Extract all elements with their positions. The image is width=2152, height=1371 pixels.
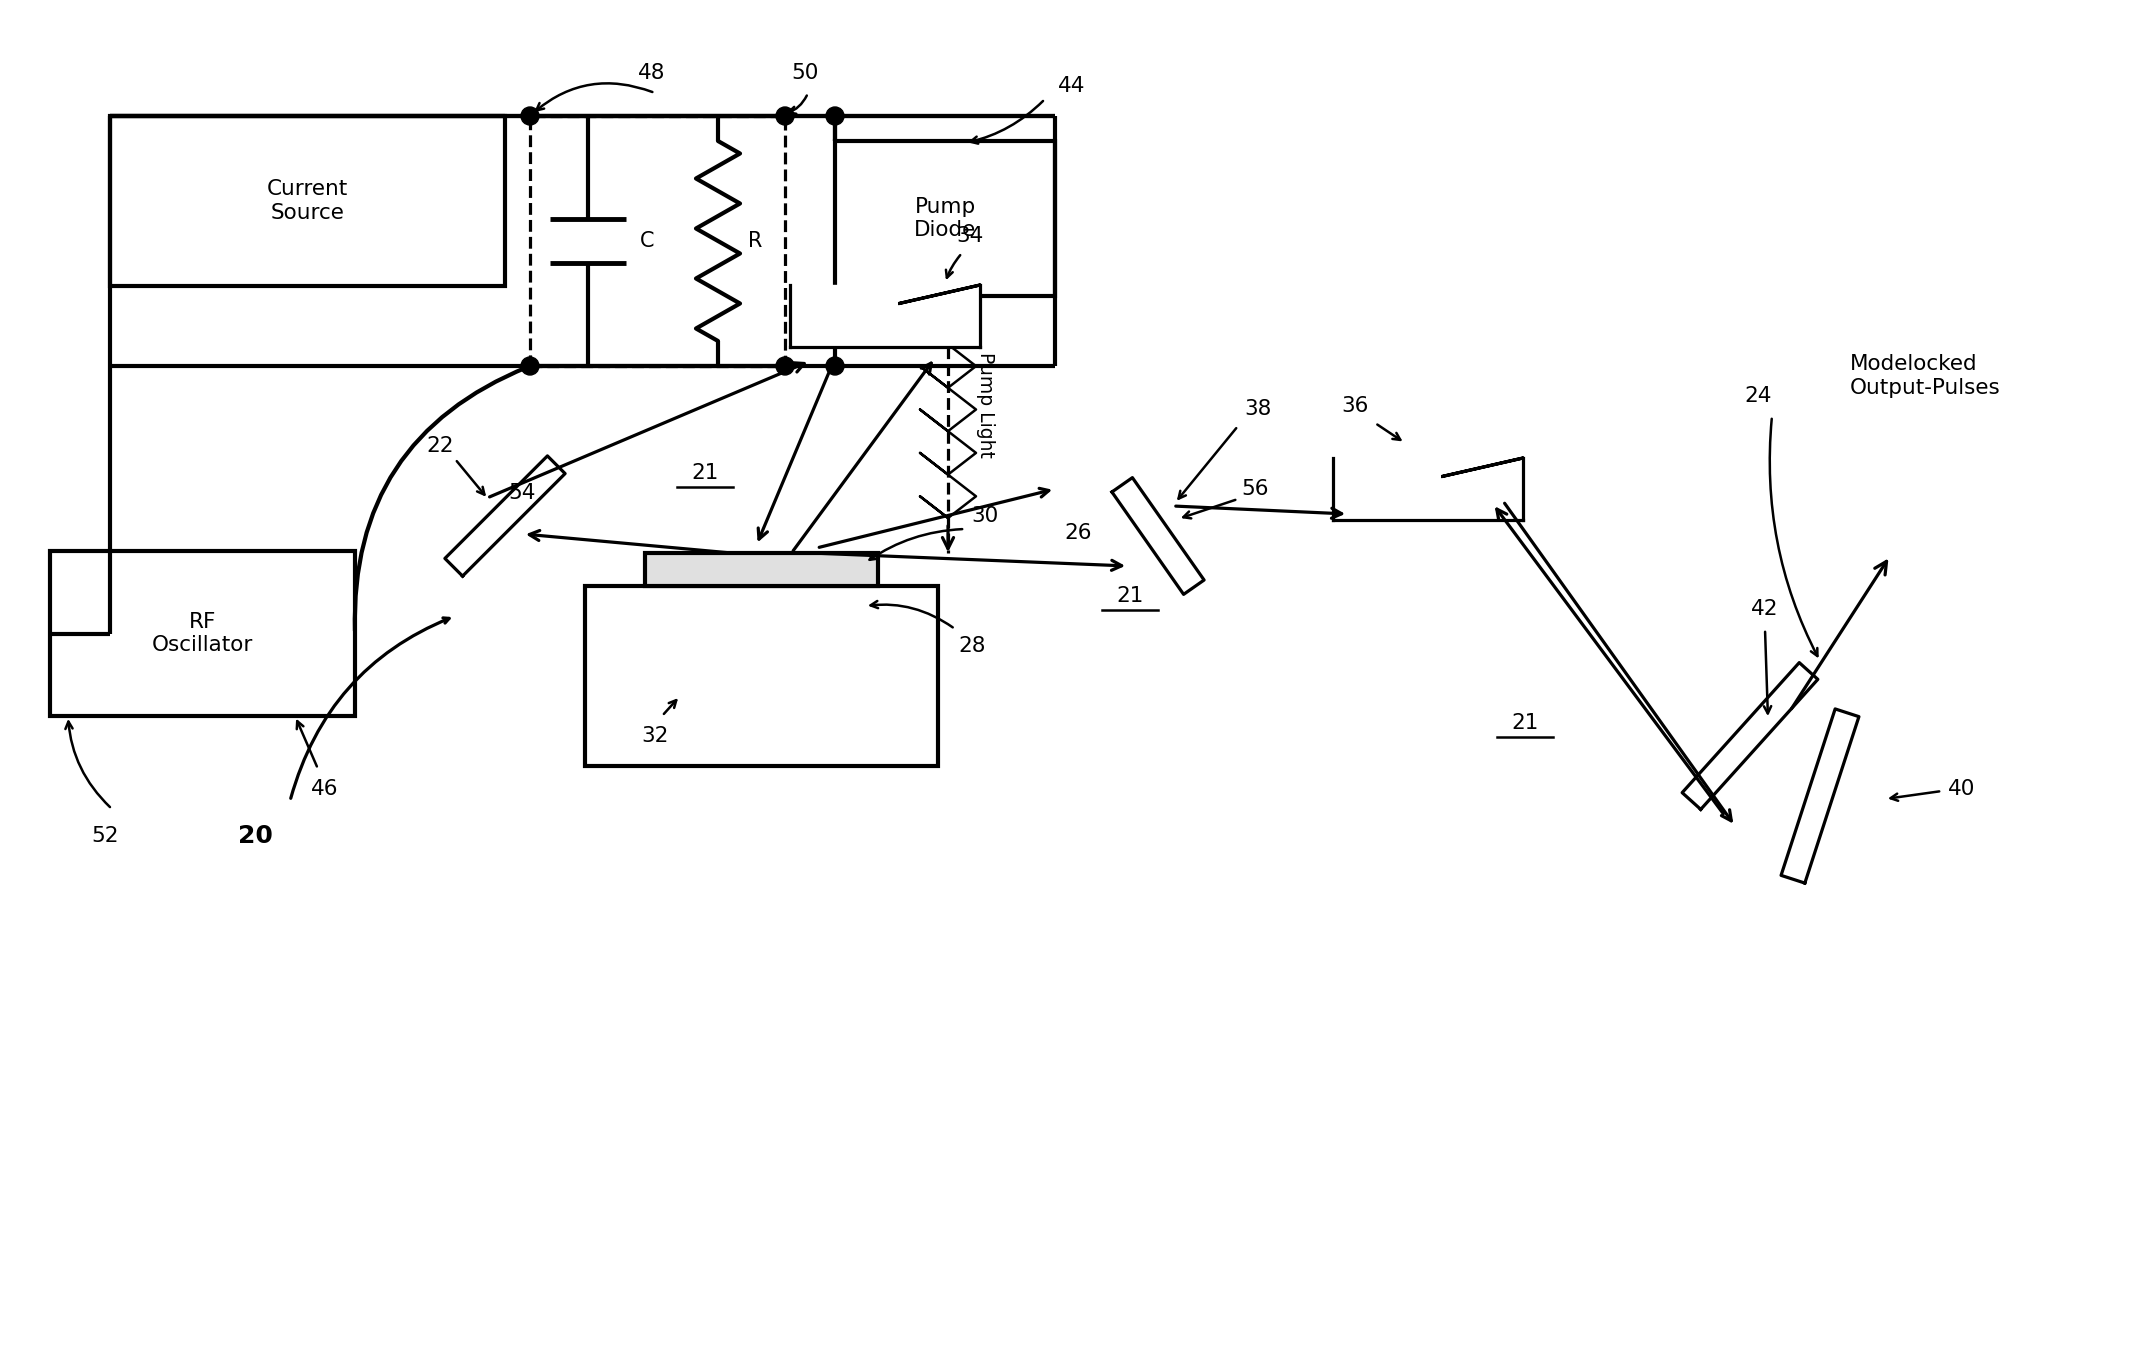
Text: 21: 21 bbox=[1117, 585, 1143, 606]
Circle shape bbox=[521, 107, 538, 125]
Text: 26: 26 bbox=[1065, 522, 1091, 543]
Text: 38: 38 bbox=[1244, 399, 1272, 420]
Polygon shape bbox=[1332, 458, 1524, 520]
Text: 21: 21 bbox=[691, 463, 719, 483]
Polygon shape bbox=[790, 285, 979, 347]
Text: C: C bbox=[639, 230, 654, 251]
Text: 54: 54 bbox=[508, 483, 536, 503]
Text: Modelocked
Output-Pulses: Modelocked Output-Pulses bbox=[1851, 354, 2001, 398]
Text: 56: 56 bbox=[1242, 478, 1270, 499]
Text: RF
Oscillator: RF Oscillator bbox=[153, 611, 254, 655]
Circle shape bbox=[777, 107, 794, 125]
Text: 30: 30 bbox=[971, 506, 999, 526]
Text: 50: 50 bbox=[792, 63, 818, 84]
Bar bbox=[585, 585, 938, 766]
Text: 32: 32 bbox=[641, 727, 669, 746]
Text: 21: 21 bbox=[1511, 713, 1539, 733]
Text: R: R bbox=[749, 230, 762, 251]
Text: 24: 24 bbox=[1745, 387, 1771, 406]
Polygon shape bbox=[1113, 477, 1205, 595]
Text: 48: 48 bbox=[639, 63, 665, 84]
Text: 40: 40 bbox=[1948, 779, 1976, 799]
Text: 34: 34 bbox=[955, 226, 983, 245]
Text: 44: 44 bbox=[1059, 75, 1087, 96]
Text: 28: 28 bbox=[958, 636, 986, 655]
Bar bbox=[835, 141, 1054, 296]
Text: 36: 36 bbox=[1341, 396, 1369, 415]
Text: 46: 46 bbox=[312, 779, 338, 799]
Bar bbox=[110, 117, 506, 287]
Circle shape bbox=[777, 356, 794, 376]
Bar bbox=[646, 553, 878, 585]
Text: 20: 20 bbox=[237, 824, 273, 849]
Text: 52: 52 bbox=[90, 825, 118, 846]
Circle shape bbox=[521, 356, 538, 376]
Polygon shape bbox=[445, 457, 566, 576]
Polygon shape bbox=[1782, 709, 1859, 883]
Text: 22: 22 bbox=[426, 436, 454, 457]
Circle shape bbox=[826, 107, 844, 125]
Circle shape bbox=[826, 356, 844, 376]
Polygon shape bbox=[1683, 662, 1818, 809]
Bar bbox=[49, 551, 355, 716]
Text: Pump
Diode: Pump Diode bbox=[915, 197, 977, 240]
Text: Pump Light: Pump Light bbox=[977, 351, 994, 458]
Text: Current
Source: Current Source bbox=[267, 180, 349, 222]
Text: 42: 42 bbox=[1752, 599, 1780, 618]
Bar bbox=[529, 117, 785, 366]
